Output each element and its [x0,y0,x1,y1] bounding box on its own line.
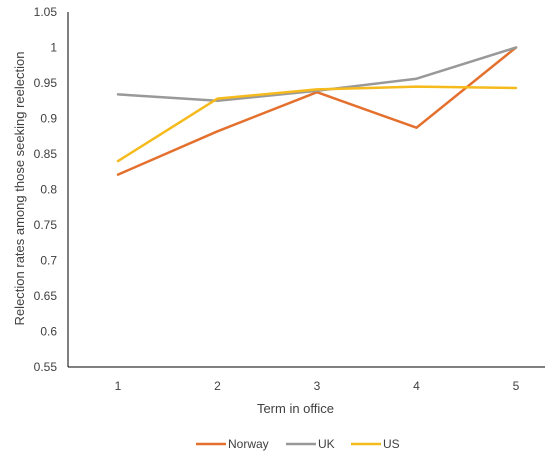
x-tick-labels: 1 2 3 4 5 [115,379,520,393]
legend-label-us: US [383,437,400,451]
x-axis-title: Term in office [257,401,334,416]
y-tick-label: 0.55 [34,360,58,374]
x-tick-label: 5 [513,379,520,393]
legend-label-uk: UK [318,437,335,451]
series-line-us [116,85,518,163]
y-tick-label: 0.85 [34,147,58,161]
y-tick-label: 1 [50,41,57,55]
y-tick-label: 0.75 [34,218,58,232]
y-tick-labels: 0.55 0.6 0.65 0.7 0.75 0.8 0.85 0.9 0.95 1 1.05 [34,5,58,374]
series-line-uk [116,46,518,103]
series-line-norway [116,46,518,176]
y-axis-title: Relection rates among those seeking reel… [12,52,27,326]
x-tick-label: 4 [413,379,420,393]
series-lines [116,46,518,176]
y-tick-label: 0.65 [34,289,58,303]
y-tick-label: 0.9 [40,112,57,126]
y-tick-label: 0.7 [40,254,57,268]
x-tick-label: 1 [115,379,122,393]
x-tick-label: 3 [314,379,321,393]
legend: Norway UK US [196,437,400,451]
y-tick-label: 0.8 [40,183,57,197]
x-tick-label: 2 [214,379,221,393]
y-tick-label: 1.05 [34,5,58,19]
legend-label-norway: Norway [228,437,269,451]
y-tick-label: 0.6 [40,325,57,339]
y-tick-label: 0.95 [34,76,58,90]
